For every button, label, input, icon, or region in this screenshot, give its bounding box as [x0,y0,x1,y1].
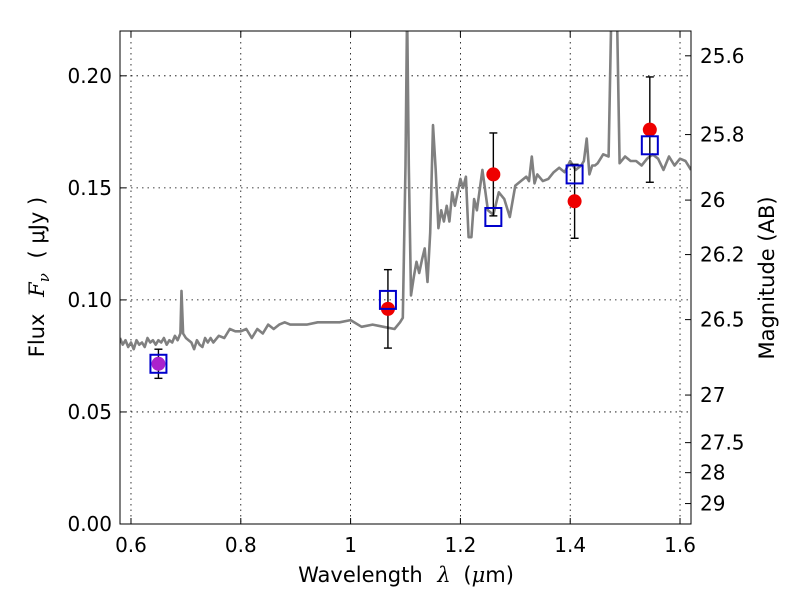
axis-ticks: 0.6 0.8 1 1.2 1.4 1.6 0.00 0.05 0.10 0.15 0.20 25.6… [67,31,745,557]
x-axis-title: Wavelength λ (μm) [298,563,514,587]
y2-tick-label: 26.5 [700,308,745,332]
y2-tick-label: 26 [700,188,725,212]
model-photometry-point [378,289,397,310]
observed-point [642,122,657,137]
x-tick-label: 1.4 [554,533,586,557]
x-axis-title-unit-mu: μ [472,563,486,587]
x-axis-title-unit-rest: m) [485,563,514,587]
y-axis-title-unit: ( μJy ) [25,197,49,259]
x-axis-title-unit-open: ( [463,563,471,587]
plot-area [120,31,691,380]
x-axis-title-prefix: Wavelength [298,563,423,587]
y-tick-label: 0.20 [67,64,112,88]
y2-tick-label: 28 [700,461,725,485]
y2-axis-title: Magnitude (AB) [755,196,779,359]
y2-tick-label: 27.5 [700,431,745,455]
y-tick-label: 0.00 [67,512,112,536]
x-tick-label: 1.2 [444,533,476,557]
model-photometry-point [565,164,584,185]
y-axis-title-prefix: Flux [25,314,49,358]
y-tick-label: 0.10 [67,288,112,312]
x-tick-label: 0.8 [225,533,257,557]
observed-point [567,194,582,209]
y-axis-title-subscript: ν [35,273,53,282]
x-axis-title-symbol: λ [436,563,450,587]
y2-tick-label: 29 [700,492,725,516]
spectrum-line [120,31,691,351]
observed-point [151,356,166,371]
y2-tick-label: 25.6 [700,44,745,68]
x-tick-label: 1 [344,533,357,557]
model-photometry-point [484,206,503,227]
x-tick-label: 0.6 [115,533,147,557]
observed-point [486,167,501,182]
y-axis-title-symbol: F [25,281,49,298]
model-photometry-point [640,135,659,156]
plot-frame [119,30,692,525]
y2-tick-label: 27 [700,383,725,407]
y-tick-label: 0.15 [67,176,112,200]
y-axis-title: Flux Fν ( μJy ) [25,197,54,357]
y2-tick-label: 26.2 [700,243,745,267]
y2-tick-label: 25.8 [700,123,745,147]
model-photometry-point [149,353,168,374]
x-tick-label: 1.6 [664,533,696,557]
y-tick-label: 0.05 [67,400,112,424]
